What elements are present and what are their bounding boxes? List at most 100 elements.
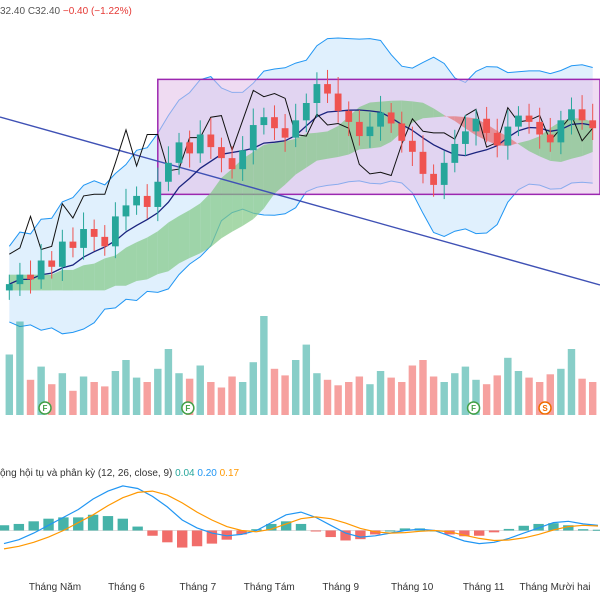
- cloud-segment: [433, 108, 445, 118]
- volume-bar: [228, 376, 236, 415]
- volume-bar: [270, 368, 279, 415]
- change-value: −0.40: [62, 6, 89, 17]
- macd-histogram-bar: [0, 525, 10, 531]
- cloud-segment: [422, 102, 434, 119]
- volume-bar: [111, 371, 120, 415]
- macd-histogram-bar: [325, 530, 336, 538]
- ohlc-header: 32.40 C32.40 −0.40 (−1.22%): [0, 6, 132, 18]
- candle-body: [387, 112, 395, 124]
- macd-histogram-bar: [503, 528, 515, 531]
- candle-body: [483, 118, 491, 133]
- cloud-segment: [168, 215, 180, 272]
- macd-histogram-bar: [577, 529, 589, 531]
- volume-bar: [482, 384, 491, 415]
- candle-body: [451, 143, 459, 163]
- signal-line: [3, 490, 599, 550]
- event-marker-circle[interactable]: [181, 401, 195, 415]
- volume-bar: [48, 384, 56, 415]
- volume-bar: [514, 371, 523, 415]
- cloud-segment: [136, 237, 148, 281]
- candle-body: [324, 84, 331, 94]
- candle-body: [440, 162, 448, 185]
- volume-bar: [398, 382, 406, 415]
- event-marker-label: F: [43, 404, 48, 413]
- macd-histogram-bar: [117, 518, 128, 531]
- cloud-segment: [571, 118, 583, 159]
- cloud-segment: [444, 115, 455, 121]
- cloud-segment: [232, 158, 243, 232]
- candle-body: [154, 181, 162, 207]
- macd-histogram-bar: [280, 521, 292, 531]
- volume-bar: [79, 376, 88, 415]
- volume-bar: [90, 382, 98, 415]
- macd-histogram-bar: [592, 529, 600, 531]
- macd-histogram-bar: [132, 526, 143, 531]
- candle-body: [101, 236, 109, 247]
- close-value: 32.40: [35, 6, 61, 17]
- cloud-segment: [412, 101, 423, 123]
- cloud-segment: [327, 125, 339, 159]
- volume-bar: [419, 360, 427, 415]
- macd-histogram-bar: [340, 530, 351, 541]
- volume-bar: [185, 378, 194, 415]
- cloud-segment: [306, 132, 317, 168]
- volume-bar: [26, 379, 35, 415]
- event-marker-circle[interactable]: [538, 401, 552, 415]
- macd-histogram-bar: [295, 523, 307, 531]
- volume-bar: [493, 375, 501, 415]
- cloud-segment: [529, 136, 540, 157]
- x-tick-label: Tháng 6: [108, 582, 145, 593]
- volume-bar: [355, 376, 364, 415]
- volume-bar: [196, 365, 204, 415]
- volume-bar: [313, 373, 321, 415]
- event-marker-label: F: [471, 404, 476, 413]
- volume-bar: [164, 349, 173, 415]
- candle-body: [430, 173, 437, 185]
- macd-histogram-bar: [384, 530, 396, 532]
- volume-bar: [408, 365, 417, 415]
- candle-body: [175, 142, 183, 163]
- volume-bar: [154, 368, 162, 415]
- volume-bar: [132, 377, 141, 415]
- volume-bar: [5, 354, 14, 415]
- macd-histogram-bar: [518, 525, 529, 531]
- candle-body: [207, 134, 215, 148]
- macd-histogram-bar: [310, 530, 322, 532]
- candle-body: [419, 151, 427, 174]
- candle-body: [186, 142, 194, 154]
- candle-body: [111, 216, 119, 247]
- cloud-segment: [83, 263, 95, 291]
- cloud-segment: [104, 255, 116, 291]
- candle-body: [355, 121, 363, 137]
- volume-bar: [440, 382, 448, 415]
- volume-bar: [366, 384, 374, 415]
- volume-bar: [567, 349, 576, 415]
- macd-histogram-bar: [28, 521, 39, 531]
- volume-bar: [334, 385, 342, 415]
- volume-bar: [535, 382, 544, 415]
- volume-bar: [429, 376, 438, 415]
- cloud-segment: [62, 269, 73, 291]
- macd-histogram-bar: [43, 518, 54, 531]
- cloud-segment: [221, 168, 233, 239]
- volume-bar: [376, 371, 385, 415]
- trend-line[interactable]: [0, 116, 600, 286]
- candle-body: [16, 274, 24, 285]
- x-tick-label: Tháng Tám: [244, 582, 295, 593]
- macd-histogram-bar: [221, 530, 232, 540]
- event-marker-circle[interactable]: [466, 401, 481, 415]
- macd-legend: ộng hội tụ và phân kỳ (12, 26, close, 9)…: [0, 468, 239, 480]
- volume-bar: [101, 386, 109, 415]
- candle-body: [165, 162, 172, 182]
- cloud-segment: [253, 144, 264, 220]
- cloud-segment: [51, 269, 63, 291]
- event-marker-label: F: [185, 404, 190, 413]
- candle-body: [546, 134, 554, 143]
- event-marker-circle[interactable]: [38, 401, 52, 415]
- volume-bar: [37, 366, 45, 415]
- candle-body: [133, 195, 140, 206]
- volume-bar: [291, 360, 300, 415]
- macd-signal-value: 0.17: [219, 468, 240, 479]
